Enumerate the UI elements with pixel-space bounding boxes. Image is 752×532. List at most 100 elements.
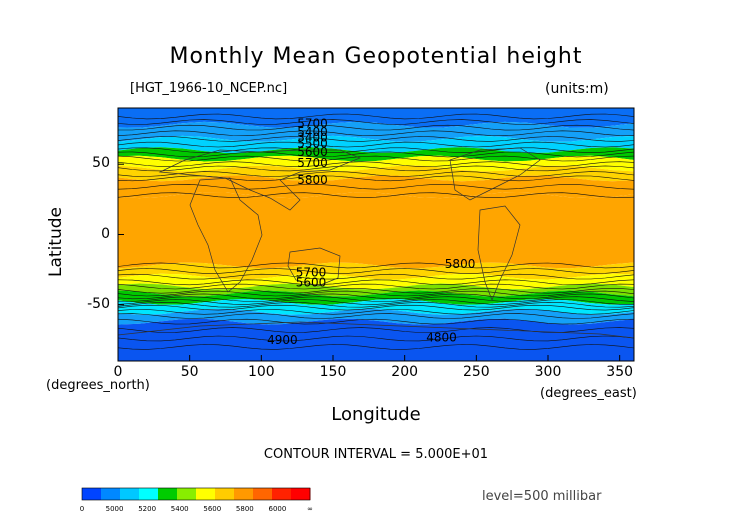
band-6 <box>118 175 634 199</box>
contour-label: 5500 <box>297 136 328 150</box>
contour-label: 5700 <box>296 266 327 280</box>
contour-interval: CONTOUR INTERVAL = 5.000E+01 <box>263 447 489 462</box>
contour-line <box>117 283 635 290</box>
contour-line <box>117 262 635 269</box>
contour-label: 5800 <box>297 173 328 187</box>
contour-line <box>117 136 635 142</box>
band-8 <box>118 262 634 280</box>
x-tick-label: 150 <box>319 364 347 380</box>
contour-line <box>117 155 635 162</box>
band-10 <box>118 283 634 297</box>
contour-line <box>117 130 635 137</box>
colorbar-swatch <box>234 488 254 500</box>
coast-antarctica <box>117 321 635 339</box>
colorbar-tick-label: ∞ <box>307 505 313 513</box>
contour-line <box>117 268 635 274</box>
x-tick-label: 50 <box>180 364 199 380</box>
y-axis-unit: (degrees_north) <box>46 378 150 393</box>
contour-line <box>117 293 635 300</box>
x-tick-label: 200 <box>391 364 419 380</box>
contour-label: 5700 <box>297 156 328 170</box>
colorbar-tick-label: 5400 <box>170 505 189 513</box>
contour-line <box>118 296 635 302</box>
x-tick-label: 350 <box>606 364 634 380</box>
contour-lines <box>117 113 635 350</box>
contour-line <box>117 309 635 315</box>
band-4 <box>118 155 634 172</box>
contour-label: 5700 <box>297 117 328 131</box>
colorbar-swatch <box>101 488 121 500</box>
contour-label: 5400 <box>297 125 328 139</box>
x-tick-label: 100 <box>247 364 275 380</box>
level-label: level=500 millibar <box>482 489 602 504</box>
y-tick-label: 50 <box>92 155 110 172</box>
colorbar-swatch <box>196 488 216 500</box>
contour-line <box>117 288 635 294</box>
contour-line <box>118 124 635 131</box>
colorbar-frame <box>81 487 311 501</box>
y-axis-label: Latitude <box>46 207 66 277</box>
colorbar-tick-label: 0 <box>79 505 85 513</box>
contour-line <box>117 141 635 148</box>
coast-africa <box>189 177 263 293</box>
colorbar <box>81 487 311 501</box>
contour-line <box>117 113 635 120</box>
units-label: (units:m) <box>545 81 609 97</box>
contour-line <box>117 327 635 333</box>
colorbar-swatch <box>272 488 292 500</box>
colorbar-swatch <box>215 488 235 500</box>
colorbar-tick-label: 5800 <box>235 505 254 513</box>
contour-line <box>117 313 635 319</box>
coast-australia <box>287 247 341 287</box>
x-axis-unit: (degrees_east) <box>540 386 637 401</box>
colorbar-swatch <box>120 488 140 500</box>
colorbar-tick-label: 5000 <box>105 505 124 513</box>
band-1 <box>118 121 634 142</box>
band-13 <box>118 308 634 325</box>
colorbar-swatch <box>82 488 102 500</box>
band-9 <box>118 273 634 290</box>
colorbar-swatch <box>291 488 311 500</box>
contour-line <box>117 273 635 280</box>
y-tick-label: 0 <box>101 225 110 242</box>
x-tick-label: 300 <box>534 364 562 380</box>
contour-line <box>117 304 635 311</box>
x-tick-label: 250 <box>462 364 490 380</box>
y-tick-label: -50 <box>87 295 110 312</box>
colorbar-tick-label: 6000 <box>268 505 287 513</box>
colorbar-tick-label: 5600 <box>203 505 222 513</box>
contour-label: 5600 <box>296 276 327 290</box>
chart-title: Monthly Mean Geopotential height <box>169 44 583 69</box>
contour-line <box>117 151 635 158</box>
contour-line <box>117 147 635 154</box>
colorbar-swatch <box>253 488 273 500</box>
contour-line <box>117 344 635 350</box>
coast-northamerica <box>449 147 541 201</box>
contour-label: 5800 <box>445 257 476 271</box>
axis-ticks <box>117 163 621 361</box>
file-label: [HGT_1966-10_NCEP.nc] <box>130 81 288 96</box>
contour-line <box>117 318 635 325</box>
contour-label: 4800 <box>426 330 457 344</box>
x-axis-label: Longitude <box>331 404 421 425</box>
contour-line <box>117 165 635 172</box>
contour-line <box>117 335 635 342</box>
coast-eurasia <box>158 149 361 211</box>
band-14 <box>118 318 634 361</box>
contour-label: 4900 <box>267 333 298 347</box>
band-5 <box>118 165 634 182</box>
coastlines <box>117 147 635 339</box>
contour-line <box>117 279 635 286</box>
contour-line <box>117 161 635 167</box>
contour-line <box>117 290 635 297</box>
band-0 <box>118 108 634 128</box>
contour-line <box>117 299 634 305</box>
contour-line <box>117 301 635 308</box>
coast-southamerica <box>477 205 521 301</box>
colorbar-tick-label: 5200 <box>138 505 157 513</box>
band-3 <box>118 147 634 162</box>
contour-line <box>117 119 635 125</box>
contour-line <box>117 192 635 198</box>
band-7 <box>118 192 634 269</box>
